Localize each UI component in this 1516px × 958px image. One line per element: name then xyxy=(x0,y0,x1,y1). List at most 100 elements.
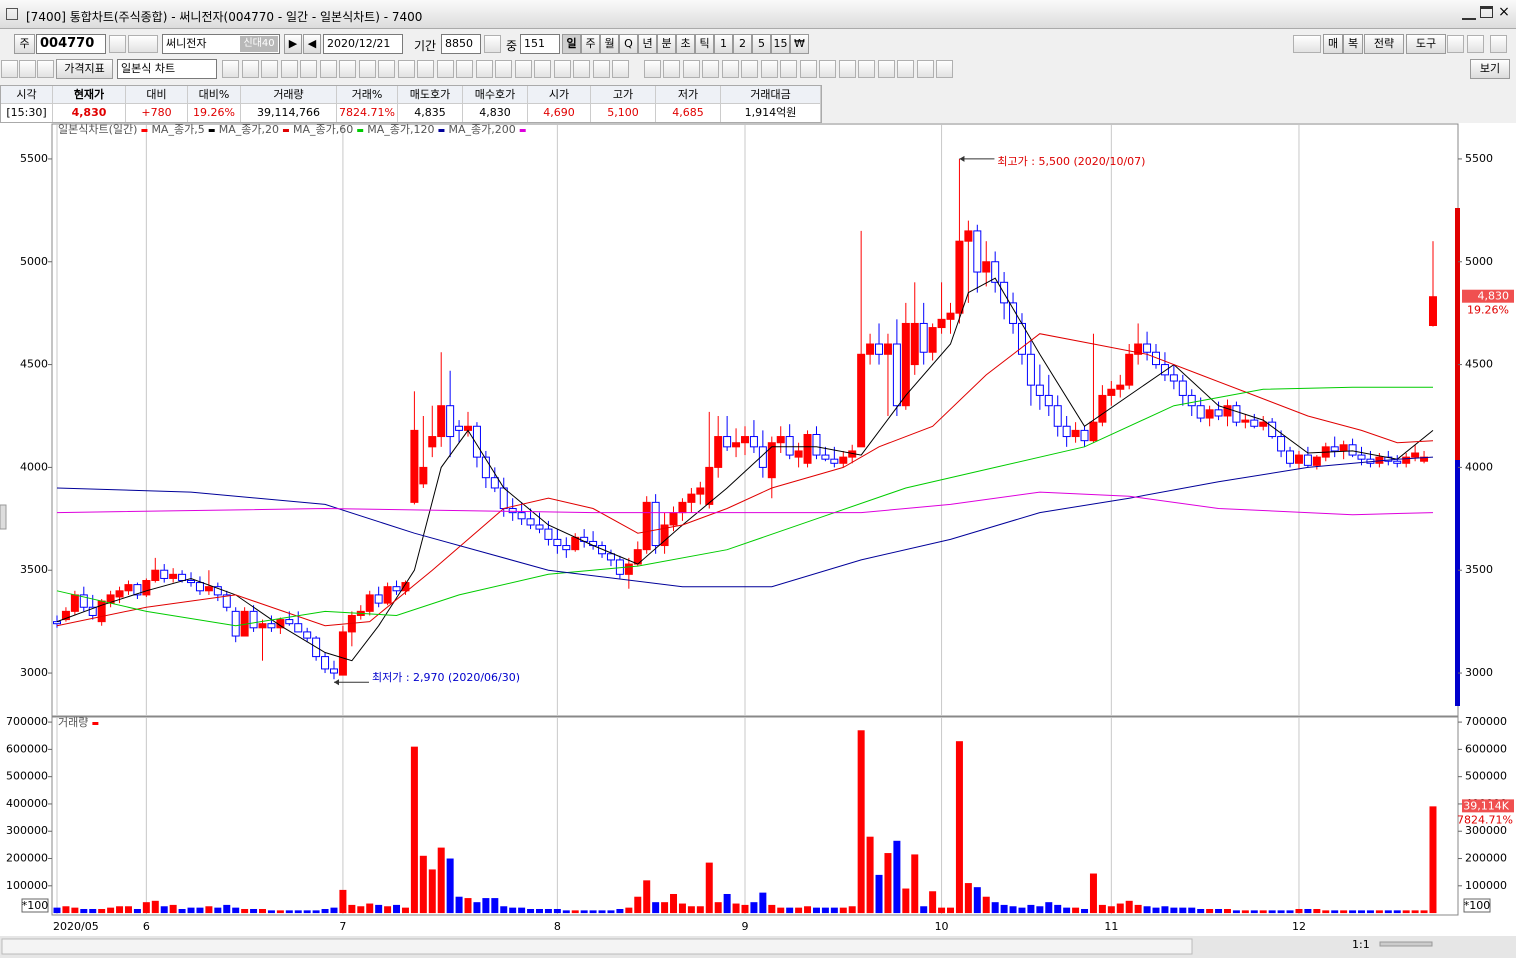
tool-icon[interactable] xyxy=(339,60,356,78)
sort-icon[interactable] xyxy=(128,35,158,53)
candle-body xyxy=(678,501,687,514)
tool-icon[interactable] xyxy=(436,60,454,78)
code-input[interactable]: 004770 xyxy=(36,34,106,54)
tool-icon[interactable] xyxy=(222,60,239,78)
interval-button[interactable]: 15 xyxy=(771,34,790,54)
volume-bar xyxy=(1250,910,1258,914)
volume-bar xyxy=(366,903,374,914)
zoom-slider[interactable] xyxy=(1379,941,1433,947)
tool-icon[interactable] xyxy=(553,60,571,78)
date-input[interactable]: 2020/12/21 xyxy=(323,34,403,54)
view-button[interactable]: 보기 xyxy=(1470,59,1510,79)
tool-icon[interactable] xyxy=(741,60,758,78)
tool-icon[interactable] xyxy=(300,60,317,78)
interval-button[interactable]: 월 xyxy=(600,34,619,54)
last-volume-label: 39,114K xyxy=(1463,799,1509,812)
tool-icon[interactable] xyxy=(378,60,395,78)
quote-header: 거래% xyxy=(337,86,398,104)
candle-body xyxy=(1223,405,1232,417)
tool-icon[interactable] xyxy=(838,60,856,78)
tool-icon[interactable] xyxy=(241,60,259,78)
side-toggle[interactable] xyxy=(0,504,7,530)
tool-icon[interactable] xyxy=(261,60,278,78)
maximize-button[interactable] xyxy=(1480,6,1493,18)
interval-button[interactable]: 1 xyxy=(714,34,733,54)
tool-icon[interactable] xyxy=(319,60,337,78)
quote-header: 대비 xyxy=(126,86,188,104)
interval-button[interactable]: 틱 xyxy=(695,34,714,54)
interval-button[interactable]: Q xyxy=(619,34,638,54)
tool-icon[interactable] xyxy=(19,60,36,78)
search-icon[interactable] xyxy=(109,35,126,53)
cloud-icon[interactable] xyxy=(1293,35,1321,53)
tool-icon[interactable] xyxy=(456,60,473,78)
candle-body xyxy=(767,442,776,479)
tool-icon[interactable] xyxy=(612,60,629,78)
tool-icon[interactable] xyxy=(592,60,610,78)
tool-icon[interactable] xyxy=(780,60,797,78)
tool-icon[interactable] xyxy=(397,60,415,78)
tool-icon[interactable] xyxy=(799,60,817,78)
interval-button[interactable]: 2 xyxy=(733,34,752,54)
interval-button[interactable]: 초 xyxy=(676,34,695,54)
tool-icon[interactable] xyxy=(37,60,54,78)
prev-button[interactable]: ◀ xyxy=(303,34,321,54)
minimize-button[interactable] xyxy=(1462,6,1476,20)
quote-value: [15:30] xyxy=(1,104,53,122)
tool-icon[interactable] xyxy=(643,60,661,78)
interval-button[interactable]: 일 xyxy=(562,34,581,54)
scrollbar[interactable] xyxy=(1,938,1193,955)
tool-icon[interactable] xyxy=(495,60,512,78)
tool-icon[interactable] xyxy=(916,60,934,78)
candle-body xyxy=(151,569,160,582)
close-button[interactable]: × xyxy=(1498,4,1510,20)
chart-style-select[interactable]: 일본식 차트 xyxy=(117,59,217,79)
tool-icon[interactable] xyxy=(1,60,18,78)
tool-icon[interactable] xyxy=(682,60,700,78)
count-input[interactable]: 151 xyxy=(520,34,560,54)
tool-icon[interactable] xyxy=(534,60,551,78)
tool-icon[interactable] xyxy=(358,60,376,78)
volume-bar xyxy=(71,907,79,914)
tool-icon[interactable] xyxy=(702,60,719,78)
toolbar-button[interactable]: 매 xyxy=(1323,34,1343,54)
volume-bar xyxy=(1286,910,1294,914)
tool-icon[interactable] xyxy=(1467,35,1484,53)
tool-icon[interactable] xyxy=(514,60,532,78)
toolbar-button[interactable]: 전략 xyxy=(1364,34,1404,54)
interval-button[interactable]: 주 xyxy=(581,34,600,54)
tool-icon[interactable] xyxy=(721,60,739,78)
toolbar-button[interactable]: 도구 xyxy=(1406,34,1446,54)
period-input[interactable]: 8850 xyxy=(441,34,481,54)
tool-icon[interactable] xyxy=(1447,35,1464,53)
interval-button[interactable]: 년 xyxy=(638,34,657,54)
volume-bar xyxy=(839,907,847,914)
tool-icon[interactable] xyxy=(1490,35,1507,53)
interval-button[interactable]: 5 xyxy=(752,34,771,54)
interval-button[interactable]: ₩ xyxy=(790,34,809,54)
lock-icon[interactable] xyxy=(484,35,501,53)
tool-icon[interactable] xyxy=(475,60,493,78)
tool-icon[interactable] xyxy=(819,60,836,78)
tool-icon[interactable] xyxy=(280,60,298,78)
tool-icon[interactable] xyxy=(573,60,590,78)
toolbar-button[interactable]: 복 xyxy=(1343,34,1363,54)
tool-icon[interactable] xyxy=(760,60,778,78)
tool-icon[interactable] xyxy=(897,60,914,78)
market-button[interactable]: 주 xyxy=(14,34,35,54)
volume-bar xyxy=(1331,910,1339,914)
candle-body xyxy=(1232,405,1241,423)
interval-button[interactable]: 분 xyxy=(657,34,676,54)
quote-value: 7824.71% xyxy=(337,104,398,122)
volume-bar xyxy=(62,906,70,914)
tool-icon[interactable] xyxy=(936,60,953,78)
tool-icon[interactable] xyxy=(417,60,434,78)
next-button[interactable]: ▶ xyxy=(284,34,302,54)
tool-icon[interactable] xyxy=(858,60,875,78)
indicator-button[interactable]: 가격지표 xyxy=(56,59,113,79)
volume-bar xyxy=(232,907,240,914)
y-tick-label: 500000 xyxy=(1465,770,1507,783)
tool-icon[interactable] xyxy=(663,60,680,78)
tool-icon[interactable] xyxy=(877,60,895,78)
candle-body xyxy=(365,594,374,612)
